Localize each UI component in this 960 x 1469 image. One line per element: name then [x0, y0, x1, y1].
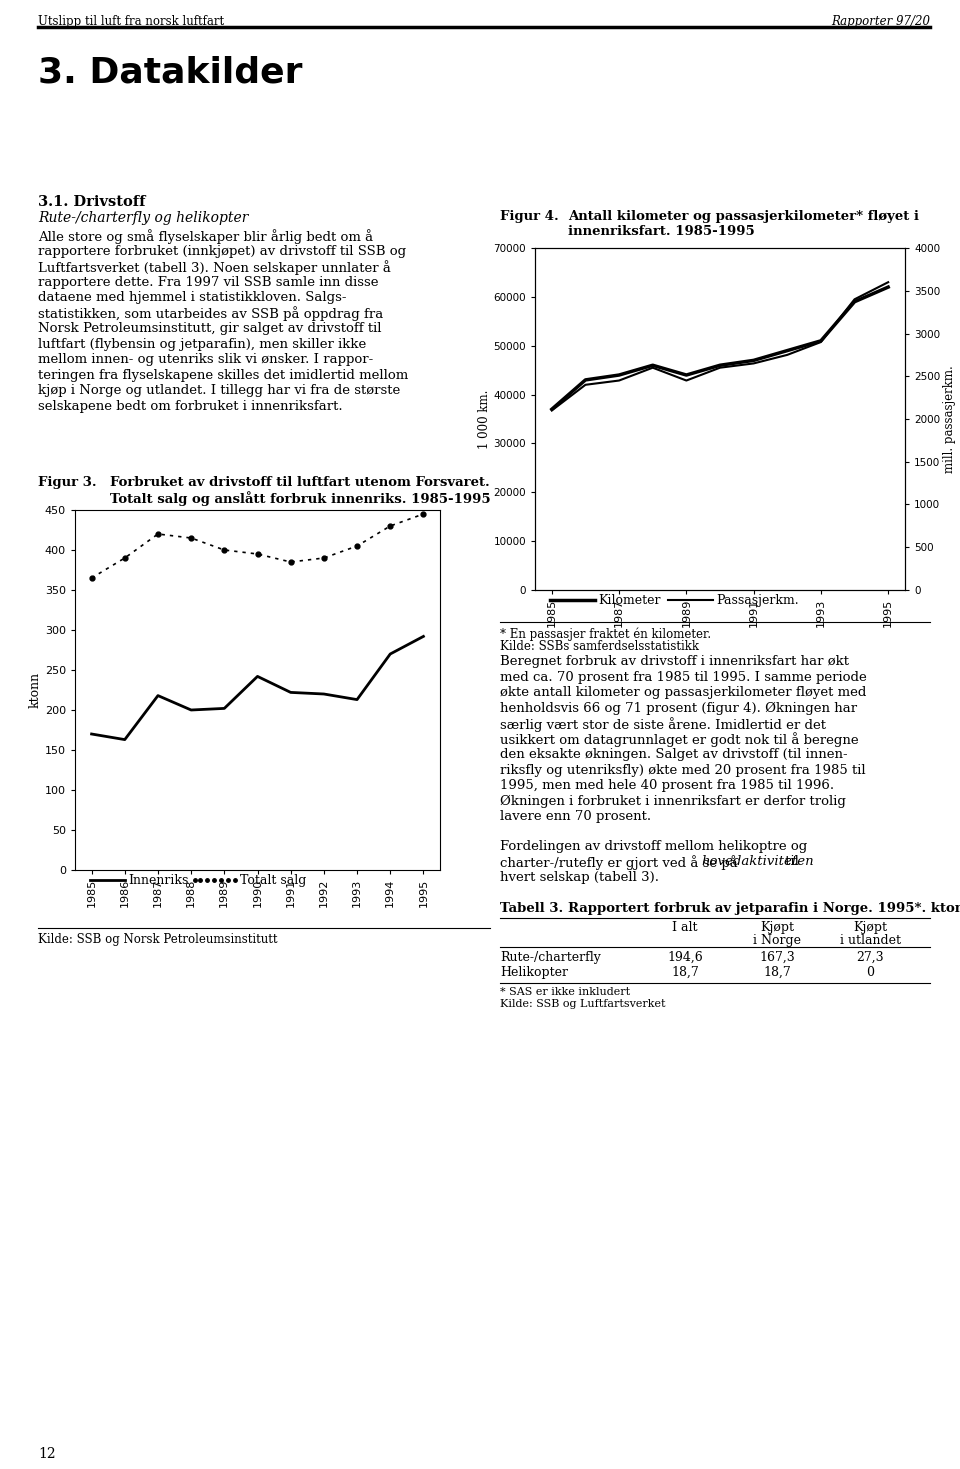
Text: dataene med hjemmel i statistikkloven. Salgs-: dataene med hjemmel i statistikkloven. S…: [38, 291, 347, 304]
Text: hovedaktiviteten: hovedaktiviteten: [702, 855, 814, 868]
Text: Økningen i forbruket i innenriksfart er derfor trolig: Økningen i forbruket i innenriksfart er …: [500, 795, 846, 808]
Text: Rute-/charterfly: Rute-/charterfly: [500, 950, 601, 964]
Y-axis label: mill. passasjerkm.: mill. passasjerkm.: [943, 366, 956, 473]
Text: økte antall kilometer og passasjerkilometer fløyet med: økte antall kilometer og passasjerkilome…: [500, 686, 866, 699]
Text: Kjøpt: Kjøpt: [853, 921, 887, 934]
Text: Innenriks: Innenriks: [128, 874, 188, 886]
Text: Rapporter 97/20: Rapporter 97/20: [831, 15, 930, 28]
Text: statistikken, som utarbeides av SSB på oppdrag fra: statistikken, som utarbeides av SSB på o…: [38, 307, 383, 322]
Text: med ca. 70 prosent fra 1985 til 1995. I samme periode: med ca. 70 prosent fra 1985 til 1995. I …: [500, 670, 867, 683]
Text: Totalt salg: Totalt salg: [240, 874, 306, 886]
Text: 12: 12: [38, 1447, 56, 1462]
Text: Luftfartsverket (tabell 3). Noen selskaper unnlater å: Luftfartsverket (tabell 3). Noen selskap…: [38, 260, 391, 275]
Y-axis label: ktonn: ktonn: [29, 671, 42, 708]
Text: selskapene bedt om forbruket i innenriksfart.: selskapene bedt om forbruket i innenriks…: [38, 400, 343, 413]
Text: Antall kilometer og passasjerkilometer* fløyet i: Antall kilometer og passasjerkilometer* …: [568, 210, 919, 223]
Text: Figur 3.: Figur 3.: [38, 476, 97, 489]
Text: rapportere forbruket (innkjøpet) av drivstoff til SSB og: rapportere forbruket (innkjøpet) av driv…: [38, 244, 406, 257]
Text: kjøp i Norge og utlandet. I tillegg har vi fra de største: kjøp i Norge og utlandet. I tillegg har …: [38, 383, 400, 397]
Text: rapportere dette. Fra 1997 vil SSB samle inn disse: rapportere dette. Fra 1997 vil SSB samle…: [38, 276, 378, 288]
Text: * SAS er ikke inkludert: * SAS er ikke inkludert: [500, 987, 630, 997]
Text: lavere enn 70 prosent.: lavere enn 70 prosent.: [500, 809, 651, 823]
Text: Kilde: SSB og Norsk Petroleumsinstitutt: Kilde: SSB og Norsk Petroleumsinstitutt: [38, 933, 277, 946]
Text: Beregnet forbruk av drivstoff i innenriksfart har økt: Beregnet forbruk av drivstoff i innenrik…: [500, 655, 849, 668]
Text: Tabell 3.: Tabell 3.: [500, 902, 564, 915]
Text: 27,3: 27,3: [856, 950, 884, 964]
Text: Kilometer: Kilometer: [598, 593, 660, 607]
Text: Utslipp til luft fra norsk luftfart: Utslipp til luft fra norsk luftfart: [38, 15, 224, 28]
Text: til: til: [781, 855, 800, 868]
Text: Rute-/charterfly og helikopter: Rute-/charterfly og helikopter: [38, 212, 249, 225]
Text: I alt: I alt: [672, 921, 698, 934]
Text: henholdsvis 66 og 71 prosent (figur 4). Økningen har: henholdsvis 66 og 71 prosent (figur 4). …: [500, 702, 857, 715]
Text: i Norge: i Norge: [753, 934, 801, 948]
Text: 3.1. Drivstoff: 3.1. Drivstoff: [38, 195, 146, 209]
Text: 18,7: 18,7: [671, 967, 699, 978]
Text: 1995, men med hele 40 prosent fra 1985 til 1996.: 1995, men med hele 40 prosent fra 1985 t…: [500, 779, 834, 792]
Text: 18,7: 18,7: [763, 967, 791, 978]
Text: Forbruket av drivstoff til luftfart utenom Forsvaret.: Forbruket av drivstoff til luftfart uten…: [110, 476, 490, 489]
Text: Kilde: SSBs samferdselsstatistikk: Kilde: SSBs samferdselsstatistikk: [500, 640, 699, 654]
Text: innenriksfart. 1985-1995: innenriksfart. 1985-1995: [568, 225, 755, 238]
Text: 194,6: 194,6: [667, 950, 703, 964]
Text: 167,3: 167,3: [759, 950, 795, 964]
Text: 3. Datakilder: 3. Datakilder: [38, 54, 302, 90]
Text: Kilde: SSB og Luftfartsverket: Kilde: SSB og Luftfartsverket: [500, 999, 665, 1009]
Text: 0: 0: [866, 967, 874, 978]
Text: Kjøpt: Kjøpt: [760, 921, 794, 934]
Text: Norsk Petroleumsinstitutt, gir salget av drivstoff til: Norsk Petroleumsinstitutt, gir salget av…: [38, 322, 381, 335]
Text: hvert selskap (tabell 3).: hvert selskap (tabell 3).: [500, 871, 659, 883]
Text: Fordelingen av drivstoff mellom helikoptre og: Fordelingen av drivstoff mellom helikopt…: [500, 839, 807, 852]
Text: charter-/rutefly er gjort ved å se på: charter-/rutefly er gjort ved å se på: [500, 855, 742, 870]
Y-axis label: 1 000 km.: 1 000 km.: [477, 389, 491, 448]
Text: Helikopter: Helikopter: [500, 967, 568, 978]
Text: den eksakte økningen. Salget av drivstoff (til innen-: den eksakte økningen. Salget av drivstof…: [500, 748, 848, 761]
Text: Alle store og små flyselskaper blir årlig bedt om å: Alle store og små flyselskaper blir årli…: [38, 229, 373, 244]
Text: Totalt salg og anslått forbruk innenriks. 1985-1995: Totalt salg og anslått forbruk innenriks…: [110, 491, 491, 505]
Text: særlig vært stor de siste årene. Imidlertid er det: særlig vært stor de siste årene. Imidler…: [500, 717, 826, 732]
Text: Rapportert forbruk av jetparafin i Norge. 1995*. ktonn: Rapportert forbruk av jetparafin i Norge…: [568, 902, 960, 915]
Text: riksfly og utenriksfly) økte med 20 prosent fra 1985 til: riksfly og utenriksfly) økte med 20 pros…: [500, 764, 866, 777]
Text: luftfart (flybensin og jetparafin), men skiller ikke: luftfart (flybensin og jetparafin), men …: [38, 338, 367, 351]
Text: * En passasjer fraktet én kilometer.: * En passasjer fraktet én kilometer.: [500, 627, 711, 640]
Text: teringen fra flyselskapene skilles det imidlertid mellom: teringen fra flyselskapene skilles det i…: [38, 369, 408, 382]
Text: mellom innen- og utenriks slik vi ønsker. I rappor-: mellom innen- og utenriks slik vi ønsker…: [38, 353, 373, 366]
Text: usikkert om datagrunnlaget er godt nok til å beregne: usikkert om datagrunnlaget er godt nok t…: [500, 733, 858, 748]
Text: i utlandet: i utlandet: [839, 934, 900, 948]
Text: Figur 4.: Figur 4.: [500, 210, 559, 223]
Text: Passasjerkm.: Passasjerkm.: [716, 593, 799, 607]
